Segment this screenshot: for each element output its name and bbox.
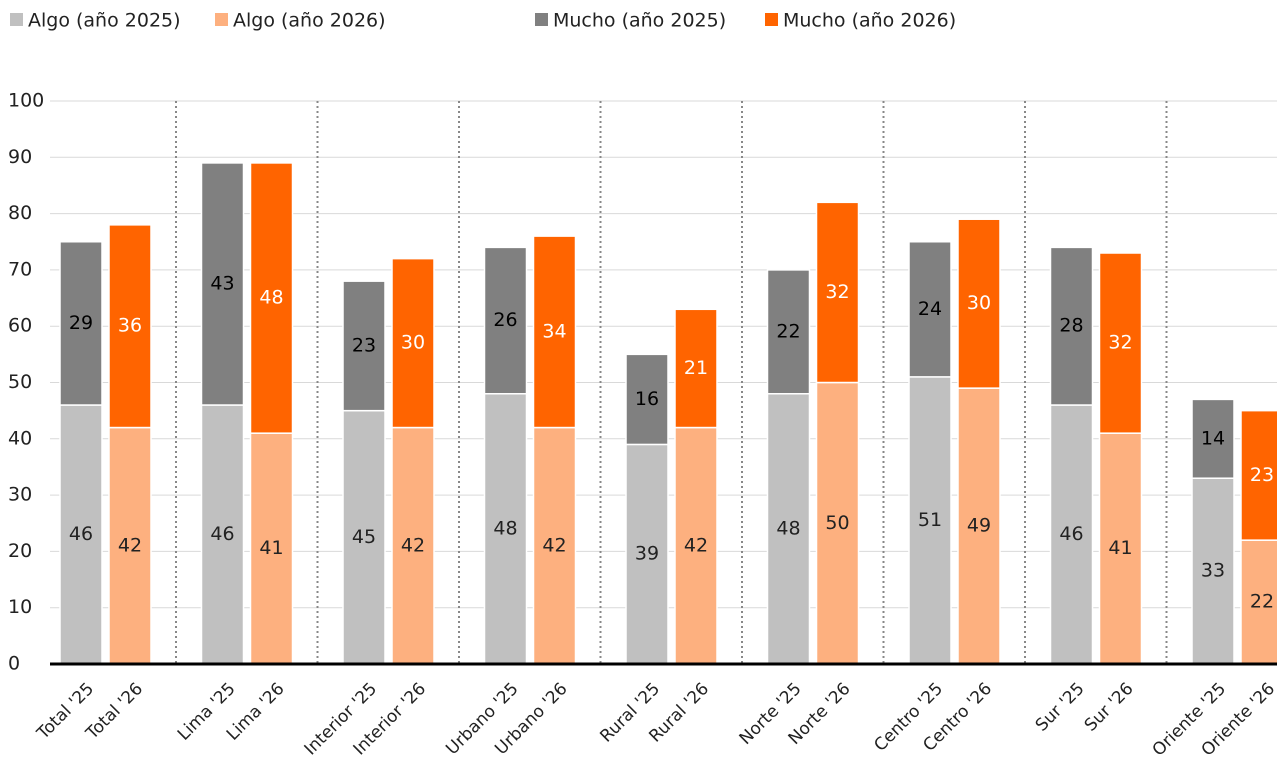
data-label: 28 [1059,315,1083,337]
bar-segment [108,426,152,665]
data-label: 21 [684,357,708,379]
data-label: 42 [118,534,142,556]
bar-segment [532,235,577,429]
legend-swatch [535,13,548,26]
data-label: 30 [401,332,425,354]
y-tick-label: 0 [8,653,20,675]
y-tick-label: 80 [8,202,32,224]
data-label: 33 [1201,560,1225,582]
data-label: 46 [69,523,93,545]
x-tick-label: Sur '25 [1032,679,1089,736]
data-label: 32 [825,281,849,303]
bar-segment [249,432,294,665]
y-tick-label: 50 [8,371,32,393]
bar-segment [1191,398,1235,479]
data-label: 14 [1201,427,1225,449]
bar-segment [1049,246,1094,406]
data-label: 48 [259,287,283,309]
bar-segment [483,393,528,665]
bar-segment [59,241,103,406]
data-label: 23 [352,334,376,356]
data-label: 42 [684,534,708,556]
y-tick-label: 60 [8,315,32,337]
data-label: 16 [635,388,659,410]
legend-swatch [765,13,778,26]
data-label: 43 [210,272,234,294]
bar-segment [342,280,386,412]
bar-segment [200,162,245,406]
data-label: 23 [1250,464,1274,486]
y-tick-label: 100 [8,90,44,112]
data-label: 29 [69,312,93,334]
legend-label: Algo (año 2026) [233,10,386,32]
data-label: 32 [1108,332,1132,354]
data-label: 39 [635,543,659,565]
data-label: 51 [918,509,942,531]
data-label: 22 [1250,591,1274,613]
data-label: 22 [776,320,800,342]
bar-segment [625,443,669,665]
data-label: 34 [542,320,566,342]
bar-segment [483,246,528,395]
x-tick-label: Sur '26 [1081,679,1138,736]
bar-segment [1240,539,1277,665]
data-label: 30 [967,292,991,314]
legend-label: Mucho (año 2026) [783,10,956,32]
bar-segment [766,393,811,665]
data-label: 46 [1059,523,1083,545]
bar-segment [1098,252,1143,434]
bar-segment [391,257,435,429]
legend-label: Mucho (año 2025) [553,10,726,32]
legend-swatch [10,13,23,26]
data-label: 48 [493,517,517,539]
data-label: 45 [352,526,376,548]
data-label: 48 [776,517,800,539]
data-label: 42 [401,534,425,556]
bar-segment [1240,409,1277,541]
data-label: 24 [918,298,942,320]
data-label: 36 [118,315,142,337]
bar-segment [391,426,435,665]
data-label: 26 [493,309,517,331]
data-label: 49 [967,515,991,537]
bar-segment [625,353,669,446]
bar-segment [249,162,294,434]
y-tick-label: 40 [8,427,32,449]
y-tick-label: 90 [8,146,32,168]
y-tick-label: 70 [8,258,32,280]
data-label: 42 [542,534,566,556]
y-tick-label: 30 [8,484,32,506]
legend-label: Algo (año 2025) [28,10,181,32]
data-label: 41 [259,537,283,559]
bar-segment [1098,432,1143,665]
bar-segment [957,218,1001,389]
data-label: 50 [825,512,849,534]
bar-segment [908,241,952,378]
legend-swatch [215,13,228,26]
bar-segment [815,201,860,384]
bar-segment [108,224,152,429]
y-tick-label: 10 [8,596,32,618]
bar-segment [674,308,718,429]
y-tick-label: 20 [8,540,32,562]
bar-segment [766,269,811,395]
bar-segment [200,404,245,665]
data-label: 46 [210,523,234,545]
data-label: 41 [1108,537,1132,559]
bar-segment [674,426,718,665]
